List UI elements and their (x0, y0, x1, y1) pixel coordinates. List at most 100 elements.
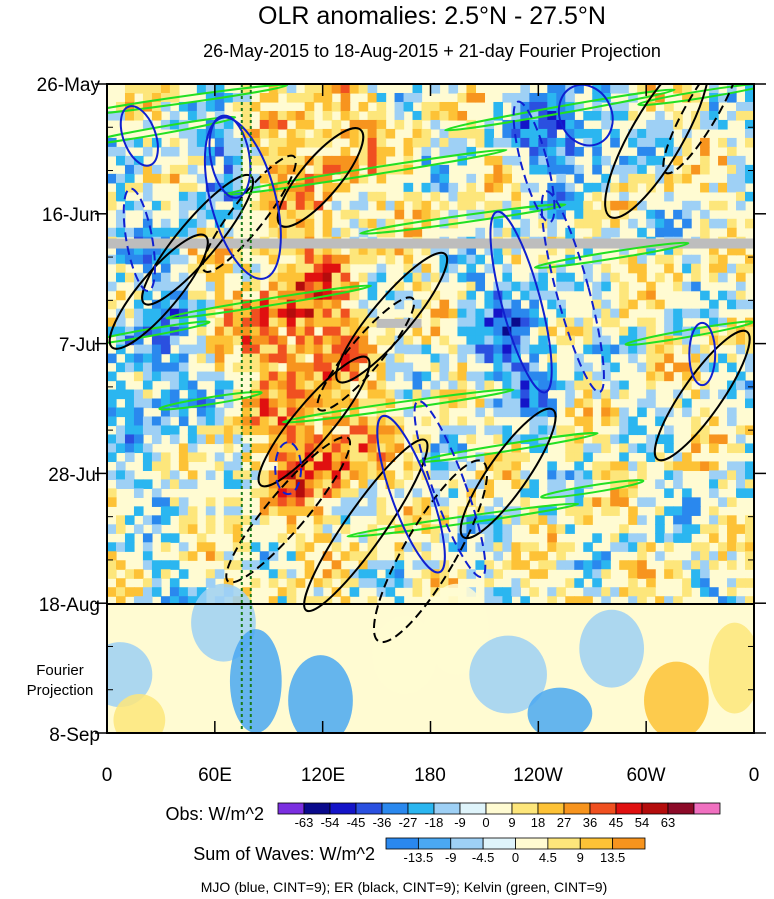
axis-ticks (95, 83, 766, 734)
x-tick-label: 180 (414, 765, 446, 786)
colorbar-level-label: -54 (321, 815, 340, 830)
y-tick-label: 18-Aug (39, 595, 100, 616)
er-contour (257, 355, 371, 488)
colorbar-swatch (459, 802, 487, 815)
missing-data-band (376, 318, 422, 328)
colorbar-level-label: -63 (295, 815, 314, 830)
er-contour (108, 233, 209, 350)
missing-data-band (107, 238, 754, 249)
colorbar-level-label: 63 (661, 815, 675, 830)
mjo-contour (208, 114, 252, 199)
missing-data-bands (107, 238, 754, 328)
mjo-contour (512, 100, 556, 224)
colorbar-swatch (547, 837, 581, 850)
plot-area (107, 84, 754, 733)
colorbar-swatch (450, 837, 484, 850)
x-tick-label: 60W (626, 765, 665, 786)
colorbar-swatch (667, 802, 695, 815)
kelvin-contour (533, 241, 690, 269)
colorbar-level-label: 45 (609, 815, 623, 830)
colorbar-swatch (537, 802, 565, 815)
colorbar-level-label: 36 (583, 815, 597, 830)
reference-meridians (240, 84, 252, 733)
er-contour (316, 296, 416, 412)
colorbar-swatch (417, 837, 452, 850)
colorbar-swatch (381, 802, 409, 815)
mjo-contour (203, 116, 282, 280)
legend-note: MJO (blue, CINT=9); ER (black, CINT=9); … (201, 879, 608, 895)
kelvin-contour (165, 284, 372, 320)
er-contour (372, 459, 489, 644)
colorbar-level-label: -9 (445, 850, 457, 865)
kelvin-contour (107, 84, 289, 116)
x-tick-label: 60E (198, 765, 232, 786)
colorbar-level-label: 13.5 (600, 850, 625, 865)
y-tick-label: 28-Jul (48, 465, 100, 486)
y-tick-label: 16-Jun (42, 205, 100, 226)
colorbar-swatch (355, 802, 383, 815)
colorbar-level-label: 18 (531, 815, 545, 830)
colorbar-level-label: 4.5 (539, 850, 557, 865)
y-axis: 26-May 16-Jun 7-Jul 28-Jul 18-Aug 8-Sep … (27, 75, 101, 746)
colorbar-level-label: -27 (399, 815, 418, 830)
er-contour (653, 329, 751, 462)
x-axis: 0 60E 120E 180 120W 60W 0 (102, 765, 760, 786)
colorbar-level-label: 0 (482, 815, 489, 830)
mjo-contour (274, 441, 303, 496)
projection-anomaly-field (107, 583, 754, 733)
y-tick-label: 26-May (37, 75, 101, 96)
kelvin-contour (359, 203, 567, 235)
colorbar-swatch (693, 802, 721, 815)
colorbar-swatch (615, 802, 643, 815)
x-tick-label: 120E (301, 765, 345, 786)
colorbar-swatch (485, 802, 513, 815)
y-tick-label: 7-Jul (59, 335, 100, 356)
colorbar-swatch (303, 802, 331, 815)
colorbar-swatch (385, 837, 419, 850)
kelvin-contour (158, 390, 263, 411)
chart-subtitle: 26-May-2015 to 18-Aug-2015 + 21-day Four… (203, 41, 661, 61)
mjo-contour (413, 399, 487, 578)
colorbar-swatch (329, 802, 357, 815)
chart-title: OLR anomalies: 2.5°N - 27.5°N (258, 2, 606, 30)
waves-colorbar-label: Sum of Waves: W/m^2 (193, 844, 375, 864)
wave-contours (107, 84, 754, 644)
waves-colorbar: Sum of Waves: W/m^2 -13.5 -9 -4.5 0 4.5 9 13.5 (193, 837, 646, 865)
x-tick-label: 120W (513, 765, 563, 786)
er-contour (201, 154, 297, 273)
mjo-contour (688, 321, 717, 387)
colorbar-level-label: 0 (512, 850, 519, 865)
mjo-contour (122, 187, 156, 292)
er-contour (662, 84, 743, 175)
colorbar-swatch (563, 802, 591, 815)
colorbar-swatch (482, 837, 516, 850)
colorbar-swatch (612, 837, 646, 850)
y-tick-label: 8-Sep (49, 725, 100, 746)
mjo-contour (540, 190, 605, 394)
colorbar-level-label: 9 (577, 850, 584, 865)
colorbar-level-label: 27 (557, 815, 571, 830)
colorbar-level-label: -13.5 (404, 850, 434, 865)
colorbar-level-label: -45 (347, 815, 366, 830)
kelvin-contour (540, 479, 645, 499)
projection-label: Fourier Projection (27, 662, 94, 699)
er-contour (225, 436, 352, 584)
colorbar-swatch (511, 802, 539, 815)
mjo-contour (557, 84, 614, 147)
mjo-contour (489, 210, 553, 394)
colorbar-level-label: -18 (425, 815, 444, 830)
er-contour (303, 438, 429, 613)
x-tick-label: 0 (749, 765, 760, 786)
mjo-contour (376, 414, 446, 574)
colorbar-level-label: 9 (508, 815, 515, 830)
x-tick-label: 0 (102, 765, 113, 786)
colorbar-swatch (579, 837, 614, 850)
obs-colorbar-label: Obs: W/m^2 (166, 804, 264, 824)
colorbar-level-label: -4.5 (472, 850, 494, 865)
obs-colorbar: Obs: W/m^2 -63 -54 -45 -36 -27 -18 -9 0 9 18 27 36 4… (166, 802, 721, 830)
kelvin-contour (107, 320, 211, 346)
colorbar-level-label: -9 (454, 815, 466, 830)
colorbar-swatch (433, 802, 461, 815)
er-contour (604, 84, 710, 219)
